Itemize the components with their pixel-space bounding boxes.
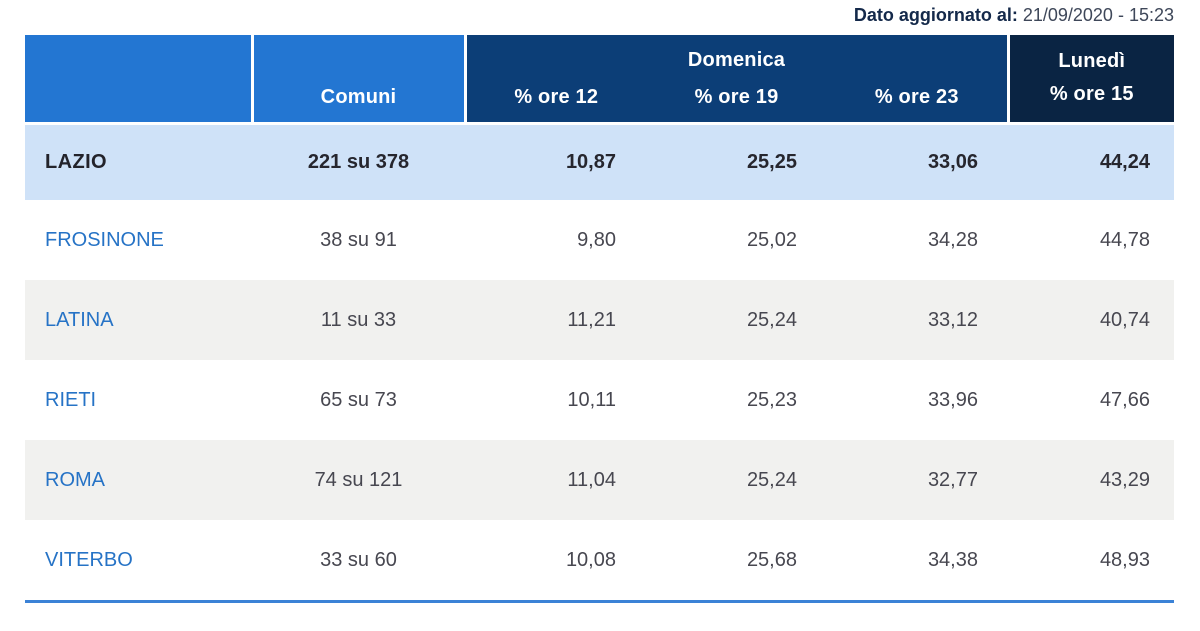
region-cell: VITERBO bbox=[25, 520, 252, 600]
comuni-value: 11 su 33 bbox=[252, 280, 465, 360]
last-updated-value: 21/09/2020 - 15:23 bbox=[1022, 5, 1174, 25]
comuni-value: 74 su 121 bbox=[252, 440, 465, 520]
region-cell: ROMA bbox=[25, 440, 252, 520]
region-cell: RIETI bbox=[25, 360, 252, 440]
pct-ore19: 25,02 bbox=[646, 200, 827, 280]
header-region-empty bbox=[25, 35, 252, 123]
region-link-rieti[interactable]: RIETI bbox=[45, 388, 97, 411]
region-cell: FROSINONE bbox=[25, 200, 252, 280]
pct-ore19: 25,24 bbox=[646, 280, 827, 360]
pct-ore15: 40,74 bbox=[1008, 280, 1174, 360]
pct-ore15: 47,66 bbox=[1008, 360, 1174, 440]
pct-ore15: 48,93 bbox=[1008, 520, 1174, 600]
turnout-page: Dato aggiornato al: 21/09/2020 - 15:23 C… bbox=[0, 3, 1200, 631]
pct-ore19: 25,23 bbox=[646, 360, 827, 440]
turnout-table: Comuni Domenica Lunedì % ore 15 % ore 12… bbox=[25, 35, 1174, 600]
table-row-viterbo: VITERBO 33 su 60 10,08 25,68 34,38 48,93 bbox=[25, 520, 1174, 600]
pct-ore23-lazio: 33,06 bbox=[827, 121, 1008, 200]
header-ore-12: % ore 12 bbox=[463, 81, 646, 123]
header-comuni: Comuni bbox=[250, 35, 465, 123]
table-body: LAZIO 221 su 378 10,87 25,25 33,06 44,24… bbox=[25, 121, 1174, 600]
table-row-roma: ROMA 74 su 121 11,04 25,24 32,77 43,29 bbox=[25, 440, 1174, 520]
last-updated: Dato aggiornato al: 21/09/2020 - 15:23 bbox=[25, 3, 1174, 27]
comuni-value-lazio: 221 su 378 bbox=[252, 121, 465, 200]
pct-ore12: 11,21 bbox=[465, 280, 646, 360]
region-link-latina[interactable]: LATINA bbox=[45, 308, 114, 331]
header-ore-23: % ore 23 bbox=[827, 81, 1008, 123]
pct-ore15-lazio: 44,24 bbox=[1008, 121, 1174, 200]
header-domenica-group: Domenica bbox=[463, 35, 1008, 81]
comuni-value: 65 su 73 bbox=[252, 360, 465, 440]
header-ore-19: % ore 19 bbox=[646, 81, 827, 123]
pct-ore19: 25,68 bbox=[646, 520, 827, 600]
pct-ore23: 34,38 bbox=[827, 520, 1008, 600]
pct-ore19: 25,24 bbox=[646, 440, 827, 520]
header-lunedi-group: Lunedì % ore 15 bbox=[1006, 35, 1174, 123]
table-row-latina: LATINA 11 su 33 11,21 25,24 33,12 40,74 bbox=[25, 280, 1174, 360]
region-cell: LATINA bbox=[25, 280, 252, 360]
pct-ore15: 44,78 bbox=[1008, 200, 1174, 280]
pct-ore12-lazio: 10,87 bbox=[465, 121, 646, 200]
table-bottom-rule bbox=[25, 600, 1174, 603]
pct-ore19-lazio: 25,25 bbox=[646, 121, 827, 200]
header-lunedi-label: Lunedì bbox=[1058, 49, 1126, 72]
region-link-roma[interactable]: ROMA bbox=[45, 468, 105, 491]
last-updated-label: Dato aggiornato al: bbox=[853, 5, 1018, 25]
table-row-frosinone: FROSINONE 38 su 91 9,80 25,02 34,28 44,7… bbox=[25, 200, 1174, 280]
table-row-lazio: LAZIO 221 su 378 10,87 25,25 33,06 44,24 bbox=[25, 121, 1174, 200]
comuni-value: 38 su 91 bbox=[252, 200, 465, 280]
pct-ore23: 34,28 bbox=[827, 200, 1008, 280]
pct-ore12: 11,04 bbox=[465, 440, 646, 520]
pct-ore15: 43,29 bbox=[1008, 440, 1174, 520]
region-label-lazio: LAZIO bbox=[25, 121, 252, 200]
comuni-value: 33 su 60 bbox=[252, 520, 465, 600]
pct-ore23: 33,96 bbox=[827, 360, 1008, 440]
pct-ore23: 33,12 bbox=[827, 280, 1008, 360]
pct-ore12: 10,11 bbox=[465, 360, 646, 440]
region-link-viterbo[interactable]: VITERBO bbox=[45, 548, 133, 571]
table-row-rieti: RIETI 65 su 73 10,11 25,23 33,96 47,66 bbox=[25, 360, 1174, 440]
pct-ore12: 10,08 bbox=[465, 520, 646, 600]
pct-ore12: 9,80 bbox=[465, 200, 646, 280]
table-header: Comuni Domenica Lunedì % ore 15 % ore 12… bbox=[25, 35, 1174, 123]
pct-ore23: 32,77 bbox=[827, 440, 1008, 520]
region-link-frosinone[interactable]: FROSINONE bbox=[45, 228, 164, 251]
header-lunedi-ore-15: % ore 15 bbox=[1049, 82, 1134, 105]
